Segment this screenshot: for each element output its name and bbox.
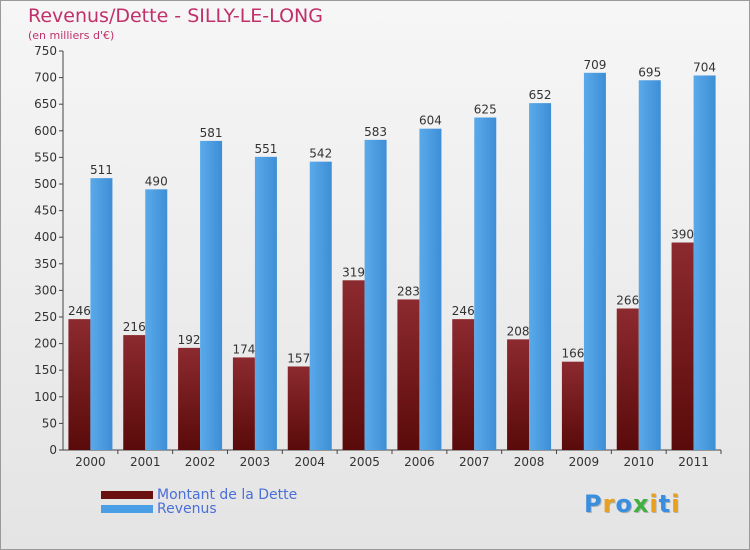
logo-letter: r [602, 490, 616, 518]
bar-debt [342, 280, 365, 450]
y-tick-label: 750 [34, 44, 57, 58]
y-tick-label: 400 [34, 230, 57, 244]
bar-revenue [693, 75, 716, 451]
chart-legend: Montant de la Dette Revenus [101, 487, 298, 517]
bar-revenue [145, 189, 168, 450]
data-label-debt: 174 [232, 342, 255, 356]
bar-debt [561, 361, 584, 450]
data-label-revenue: 625 [474, 103, 497, 117]
x-tick-label: 2002 [185, 455, 216, 469]
legend-label-revenue: Revenus [157, 501, 217, 517]
data-label-debt: 157 [287, 351, 310, 365]
bar-debt [616, 308, 639, 450]
x-tick-label: 2010 [623, 455, 654, 469]
x-tick-label: 2000 [75, 455, 106, 469]
y-tick-label: 350 [34, 257, 57, 271]
data-label-debt: 390 [671, 228, 694, 242]
data-label-debt: 283 [397, 284, 420, 298]
y-tick-label: 100 [34, 390, 57, 404]
legend-label-debt: Montant de la Dette [157, 487, 298, 503]
bar-revenue [529, 103, 552, 451]
bar-debt [123, 335, 146, 450]
data-label-debt: 216 [123, 320, 146, 334]
data-label-debt: 208 [507, 324, 530, 338]
x-tick-label: 2004 [294, 455, 325, 469]
legend-swatch-debt [101, 491, 153, 499]
chart-subtitle: (en milliers d'€) [28, 29, 115, 42]
y-tick-label: 450 [34, 204, 57, 218]
y-tick-label: 650 [34, 97, 57, 111]
y-tick-label: 300 [34, 283, 57, 297]
x-tick-label: 2009 [569, 455, 600, 469]
y-tick-label: 500 [34, 177, 57, 191]
bar-revenue [638, 80, 661, 450]
bar-debt [178, 347, 201, 450]
data-label-revenue: 583 [364, 125, 387, 139]
logo-letter: o [615, 490, 633, 518]
data-label-debt: 246 [452, 304, 475, 318]
legend-item-revenue: Revenus [101, 501, 297, 517]
data-label-debt: 246 [68, 304, 91, 318]
data-label-revenue: 551 [254, 142, 277, 156]
x-tick-label: 2003 [240, 455, 271, 469]
data-label-debt: 166 [561, 347, 584, 361]
y-tick-label: 200 [34, 337, 57, 351]
chart-title: Revenus/Dette - SILLY-LE-LONG [28, 5, 323, 27]
logo-letter: P [584, 490, 603, 518]
bar-revenue [90, 178, 113, 450]
legend-item-debt: Montant de la Dette [101, 487, 298, 503]
x-tick-label: 2007 [459, 455, 490, 469]
bar-debt [68, 319, 91, 450]
data-label-revenue: 604 [419, 114, 442, 128]
data-label-revenue: 490 [145, 174, 168, 188]
bar-revenue [254, 156, 277, 451]
logo-letter: x [632, 490, 650, 518]
data-label-revenue: 652 [529, 88, 552, 102]
data-label-revenue: 695 [638, 65, 661, 79]
bar-debt [397, 299, 420, 450]
bar-debt [507, 339, 530, 450]
x-tick-label: 2008 [514, 455, 545, 469]
bar-revenue [200, 140, 223, 450]
logo-letter: i [671, 490, 681, 518]
x-tick-label: 2006 [404, 455, 435, 469]
y-tick-label: 150 [34, 363, 57, 377]
bar-revenue [419, 128, 442, 450]
bar-revenue [474, 117, 497, 450]
data-label-revenue: 542 [309, 147, 332, 161]
data-label-revenue: 709 [583, 58, 606, 72]
x-tick-label: 2001 [130, 455, 161, 469]
data-label-debt: 192 [178, 333, 201, 347]
bar-revenue [364, 139, 387, 450]
data-label-debt: 319 [342, 265, 365, 279]
logo-letter: t [658, 490, 672, 518]
y-tick-label: 600 [34, 124, 57, 138]
data-label-debt: 266 [616, 293, 639, 307]
x-tick-label: 2005 [349, 455, 380, 469]
y-tick-label: 550 [34, 150, 57, 164]
bar-debt [671, 242, 694, 450]
data-label-revenue: 704 [693, 60, 716, 74]
bar-debt [232, 357, 255, 450]
bar-debt [452, 319, 475, 450]
data-label-revenue: 581 [200, 126, 223, 140]
y-tick-label: 0 [49, 443, 57, 457]
data-label-revenue: 511 [90, 163, 113, 177]
y-tick-label: 700 [34, 71, 57, 85]
y-tick-label: 50 [42, 416, 57, 430]
bar-debt [287, 366, 310, 450]
proxiti-logo: Proxiti [584, 490, 680, 518]
bar-revenue [309, 161, 332, 450]
y-tick-label: 250 [34, 310, 57, 324]
x-tick-label: 2011 [678, 455, 709, 469]
logo-letter: i [649, 490, 659, 518]
legend-swatch-revenue [101, 505, 153, 513]
bar-revenue [583, 72, 606, 450]
